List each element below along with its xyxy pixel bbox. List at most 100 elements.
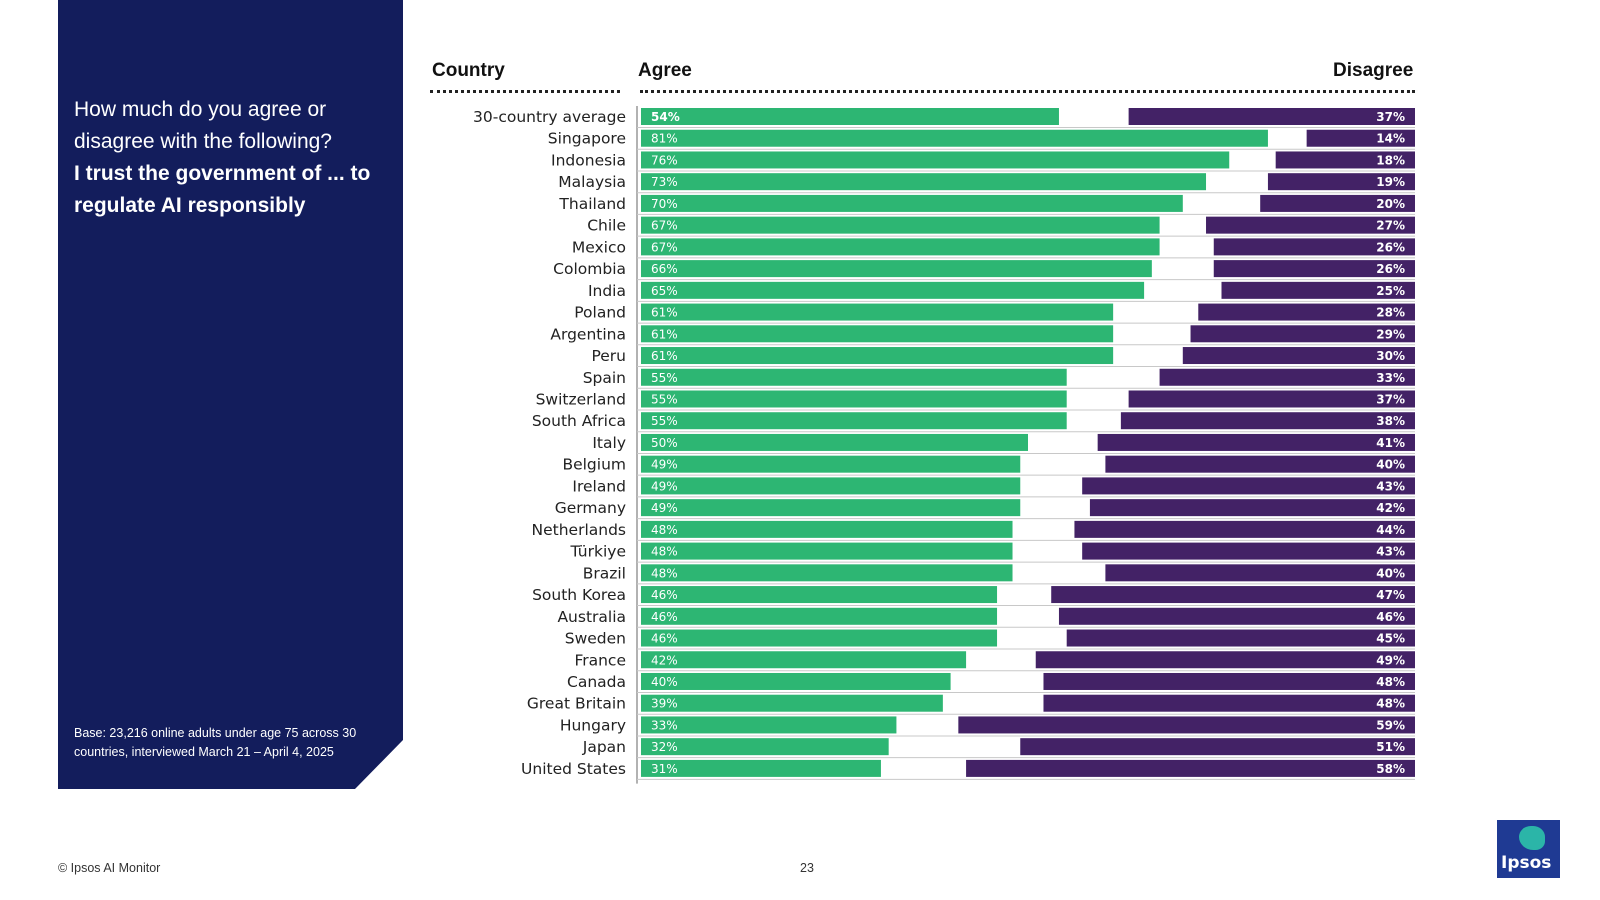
disagree-value-label: 47%: [1376, 588, 1405, 602]
agree-bar: [641, 629, 998, 647]
disagree-value-label: 14%: [1376, 132, 1405, 146]
agree-value-label: 33%: [651, 718, 678, 732]
disagree-value-label: 49%: [1376, 653, 1405, 667]
disagree-bar: [1128, 390, 1415, 408]
disagree-value-label: 26%: [1376, 262, 1405, 276]
agree-bar: [641, 303, 1114, 321]
agree-bar: [641, 238, 1160, 256]
agree-value-label: 73%: [651, 175, 678, 189]
disagree-bar: [1221, 281, 1415, 299]
country-label: Poland: [574, 304, 626, 322]
footer-copyright: © Ipsos AI Monitor: [58, 861, 161, 875]
disagree-value-label: 27%: [1376, 219, 1405, 233]
disagree-bar: [1089, 499, 1415, 517]
agree-bar: [641, 281, 1145, 299]
agree-bar: [641, 738, 889, 756]
agree-value-label: 81%: [651, 132, 678, 146]
disagree-value-label: 37%: [1376, 392, 1405, 406]
agree-bar: [641, 672, 951, 690]
country-label: India: [588, 282, 626, 300]
country-label: Singapore: [548, 130, 626, 148]
country-label: Brazil: [583, 564, 626, 582]
country-label: Australia: [557, 608, 626, 626]
country-column-header: Country: [432, 60, 505, 81]
disagree-value-label: 43%: [1376, 479, 1405, 493]
base-note: Base: 23,216 online adults under age 75 …: [74, 726, 357, 759]
disagree-bar: [1074, 520, 1415, 538]
agree-value-label: 55%: [651, 392, 678, 406]
disagree-bar: [1190, 325, 1415, 343]
agree-value-label: 76%: [651, 153, 678, 167]
country-label: Colombia: [553, 260, 626, 278]
agree-bar: [641, 542, 1013, 560]
country-label: Sweden: [565, 630, 626, 648]
country-label: Ireland: [572, 477, 626, 495]
disagree-value-label: 19%: [1376, 175, 1405, 189]
disagree-value-label: 26%: [1376, 240, 1405, 254]
agree-bar: [641, 412, 1067, 430]
disagree-value-label: 48%: [1376, 697, 1405, 711]
disagree-value-label: 18%: [1376, 153, 1405, 167]
logo-text: Ipsos: [1501, 853, 1552, 873]
agree-value-label: 49%: [651, 479, 678, 493]
country-label: Chile: [587, 217, 626, 235]
agree-value-label: 54%: [651, 110, 680, 124]
ipsos-logo: Ipsos: [1497, 820, 1560, 878]
agree-bar: [641, 260, 1152, 278]
country-label: Switzerland: [536, 390, 626, 408]
agree-bar: [641, 216, 1160, 234]
disagree-bar: [1043, 672, 1415, 690]
country-label: South Africa: [532, 412, 626, 430]
agree-value-label: 46%: [651, 632, 678, 646]
disagree-value-label: 46%: [1376, 610, 1405, 624]
agree-value-label: 49%: [651, 458, 678, 472]
disagree-bar: [1105, 455, 1415, 473]
agree-bar: [641, 173, 1207, 191]
disagree-bar: [1260, 194, 1415, 212]
disagree-value-label: 41%: [1376, 436, 1405, 450]
disagree-value-label: 43%: [1376, 545, 1405, 559]
agree-value-label: 31%: [651, 762, 678, 776]
disagree-bar: [1058, 607, 1415, 625]
agree-bar: [641, 325, 1114, 343]
agree-value-label: 46%: [651, 588, 678, 602]
disagree-bar: [1097, 433, 1415, 451]
agree-bar: [641, 564, 1013, 582]
disagree-column-header: Disagree: [1333, 60, 1414, 81]
disagree-value-label: 33%: [1376, 371, 1405, 385]
disagree-bar: [1159, 368, 1415, 386]
agree-disagree-chart: 30-country average 54% 37% Singapore 81% 14% I…: [473, 106, 1415, 784]
disagree-value-label: 44%: [1376, 523, 1405, 537]
chart-header-rule: [640, 90, 1415, 93]
country-label: Germany: [555, 499, 626, 517]
agree-bar: [641, 499, 1021, 517]
disagree-bar: [1043, 694, 1415, 712]
agree-value-label: 39%: [651, 697, 678, 711]
disagree-value-label: 48%: [1376, 675, 1405, 689]
country-label: Canada: [567, 673, 626, 691]
disagree-value-label: 40%: [1376, 566, 1405, 580]
agree-value-label: 46%: [651, 610, 678, 624]
country-label: Great Britain: [527, 695, 626, 713]
agree-value-label: 67%: [651, 240, 678, 254]
disagree-bar: [1182, 347, 1415, 365]
country-label: France: [574, 651, 626, 669]
disagree-value-label: 20%: [1376, 197, 1405, 211]
agree-value-label: 61%: [651, 306, 678, 320]
agree-bar: [641, 716, 897, 734]
agree-value-label: 55%: [651, 371, 678, 385]
country-label: 30-country average: [473, 108, 626, 126]
disagree-bar: [1198, 303, 1415, 321]
disagree-value-label: 42%: [1376, 501, 1405, 515]
country-label: Argentina: [550, 325, 626, 343]
disagree-bar: [1066, 629, 1415, 647]
agree-value-label: 70%: [651, 197, 678, 211]
agree-bar: [641, 651, 967, 669]
question-statement: I trust the government of ... to regulat…: [74, 162, 371, 217]
agree-bar: [641, 455, 1021, 473]
disagree-value-label: 28%: [1376, 306, 1405, 320]
disagree-bar: [1082, 542, 1415, 560]
disagree-value-label: 59%: [1376, 718, 1405, 732]
country-label: Spain: [583, 369, 626, 387]
agree-bar: [641, 586, 998, 604]
